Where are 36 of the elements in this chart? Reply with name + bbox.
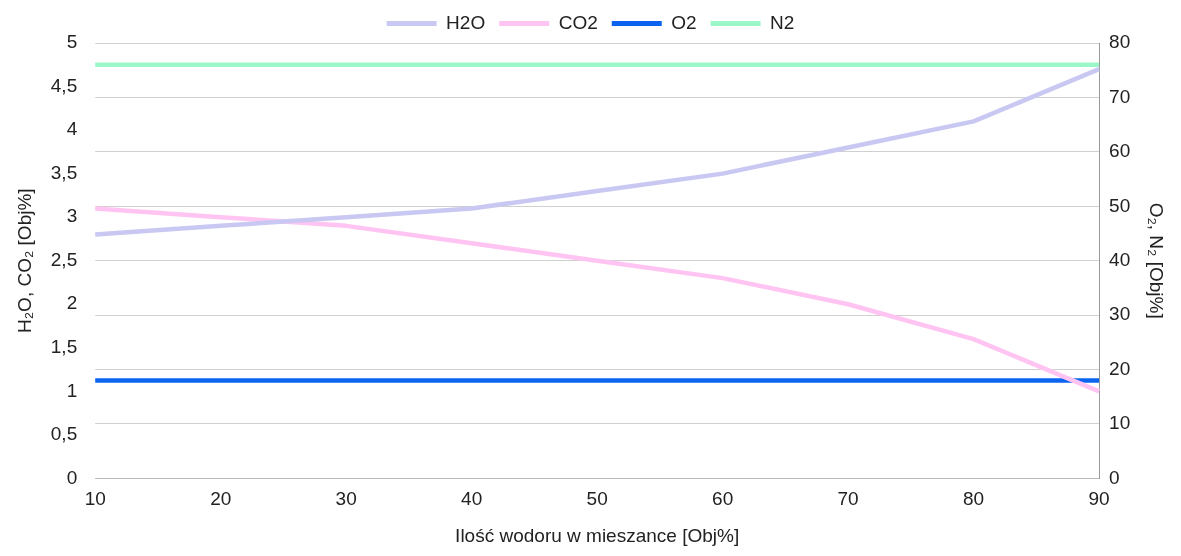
y2-tick-label: 70 (1109, 85, 1131, 107)
y-tick-label: 3 (66, 205, 78, 227)
y2-tick-label: 30 (1109, 303, 1131, 325)
y2-tick-label: 0 (1109, 466, 1120, 488)
legend-label: H2O (446, 11, 486, 33)
y-tick-label: 4,5 (50, 74, 78, 96)
x-tick-label: 60 (712, 488, 734, 510)
y-tick-label: 2 (66, 292, 78, 314)
y-tick-label: 1,5 (50, 336, 78, 358)
x-tick-label: 80 (963, 488, 985, 510)
y-tick-label: 2,5 (50, 248, 78, 270)
legend-label: CO2 (558, 11, 598, 33)
y2-tick-label: 20 (1109, 357, 1131, 379)
y-tick-label: 0,5 (50, 423, 78, 445)
x-tick-label: 10 (84, 488, 106, 510)
y-tick-label: 0 (66, 466, 78, 488)
y-axis-title: H₂O, CO₂ [Obj%] (13, 188, 35, 333)
x-tick-label: 20 (210, 488, 232, 510)
x-axis-title: Ilość wodoru w mieszance [Obj%] (455, 524, 740, 546)
y-tick-label: 4 (66, 118, 78, 140)
y2-tick-label: 60 (1109, 140, 1131, 162)
x-tick-label: 50 (586, 488, 608, 510)
y2-tick-label: 50 (1109, 194, 1131, 216)
x-tick-label: 30 (335, 488, 357, 510)
y2-tick-label: 10 (1109, 412, 1131, 434)
x-tick-label: 40 (461, 488, 483, 510)
y-tick-label: 3,5 (50, 161, 78, 183)
y2-axis-title: O₂, N₂ [Obj%] (1146, 202, 1168, 319)
x-tick-label: 70 (837, 488, 859, 510)
y2-tick-label: 40 (1109, 248, 1131, 270)
y2-tick-label: 80 (1109, 31, 1131, 53)
y-tick-label: 1 (66, 379, 78, 401)
x-tick-label: 90 (1088, 488, 1110, 510)
legend-label: O2 (671, 11, 697, 33)
y-tick-label: 5 (66, 31, 78, 53)
legend-label: N2 (770, 11, 795, 33)
